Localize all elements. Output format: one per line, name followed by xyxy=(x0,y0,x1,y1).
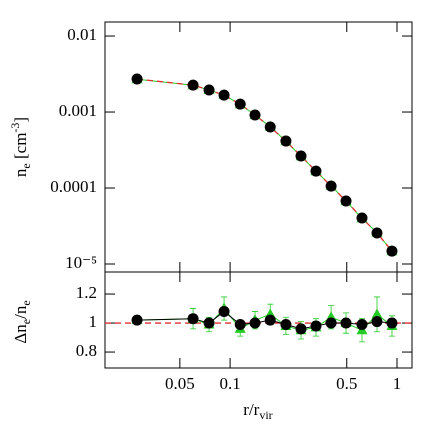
y-tick-label: 0.01 xyxy=(67,25,97,44)
point xyxy=(218,89,230,101)
point xyxy=(325,317,337,329)
point xyxy=(356,212,368,224)
top-frame xyxy=(104,21,413,273)
y-tick-label: 0.8 xyxy=(76,341,97,360)
point xyxy=(131,314,143,326)
x-tick-label: 0.1 xyxy=(219,374,240,393)
y-tick-label: 1 xyxy=(89,312,98,331)
x-tick-label: 0.05 xyxy=(165,374,195,393)
point xyxy=(356,318,368,330)
point xyxy=(386,317,398,329)
point xyxy=(203,84,215,96)
point xyxy=(295,150,307,162)
series-line xyxy=(137,78,393,252)
point xyxy=(310,320,322,332)
point xyxy=(310,165,322,177)
point xyxy=(264,314,276,326)
point xyxy=(234,98,246,110)
x-tick-label: 0.5 xyxy=(336,374,357,393)
x-tick-label: 1 xyxy=(393,374,402,393)
point xyxy=(340,195,352,207)
point xyxy=(280,135,292,147)
point xyxy=(218,305,230,317)
point xyxy=(371,316,383,328)
bottom-frame xyxy=(104,271,413,369)
model-line xyxy=(136,78,393,252)
point xyxy=(187,79,199,91)
point xyxy=(187,313,199,325)
point xyxy=(280,318,292,330)
point xyxy=(264,121,276,133)
y-tick-label: 0.0001 xyxy=(50,177,97,196)
point xyxy=(386,245,398,257)
point xyxy=(249,109,261,121)
y-tick-label: 0.001 xyxy=(59,101,97,120)
point xyxy=(371,308,383,319)
point xyxy=(295,323,307,335)
point xyxy=(371,227,383,239)
x-label: r/rvir xyxy=(243,400,272,422)
point xyxy=(325,180,337,192)
top-y-label: ne [cm-3] xyxy=(8,117,33,177)
point xyxy=(249,317,261,329)
point xyxy=(131,73,143,85)
y-tick-label: 10⁻⁵ xyxy=(65,253,97,272)
point xyxy=(203,317,215,329)
point xyxy=(340,317,352,329)
bottom-y-label: Δne/ne xyxy=(11,300,33,343)
point xyxy=(234,318,246,330)
y-tick-label: 1.2 xyxy=(76,283,97,302)
